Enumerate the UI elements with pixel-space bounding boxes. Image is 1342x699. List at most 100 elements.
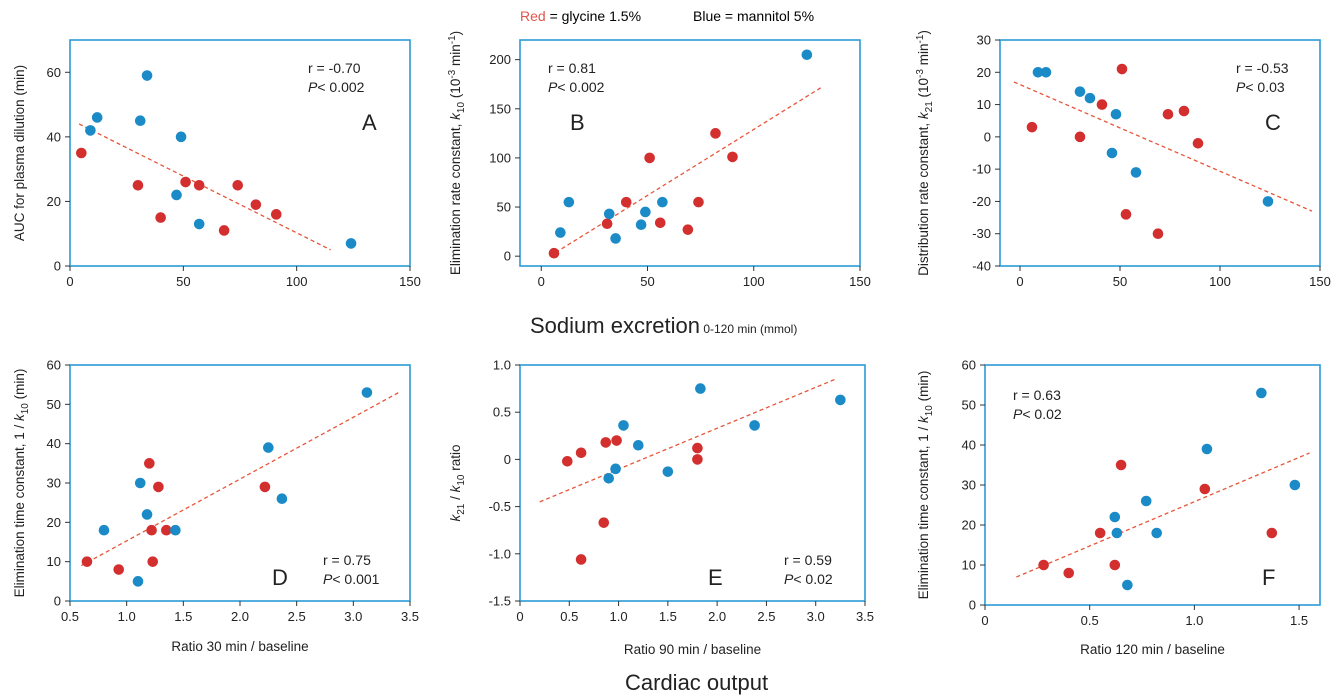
panel-a-point-blue: [85, 125, 96, 136]
panel-c-ytick-label: 30: [977, 33, 991, 48]
panel-a-xtick-label: 100: [286, 274, 308, 289]
panel-f-ytick-label: 40: [962, 438, 976, 453]
panel-f-ylabel-part: 10: [924, 405, 935, 417]
panel-c-stat-p-value: < 0.03: [1245, 79, 1285, 95]
panel-e-point-red: [598, 517, 610, 528]
panel-c-point-red: [1178, 105, 1190, 117]
panel-b-xtick-label: 100: [743, 274, 765, 289]
panel-e-point-blue: [603, 472, 615, 484]
panel-e-point-blue: [835, 394, 846, 406]
panel-f-ylabel: Elimination time constant, 1 / k10 (min): [916, 371, 935, 600]
panel-b-ytick-label: 0: [504, 249, 511, 264]
panel-f-point-blue: [1140, 495, 1152, 507]
panel-f-xtick-label: 1.0: [1185, 613, 1203, 628]
panel-d-ytick-label: 50: [47, 397, 61, 412]
panel-d-point-blue: [132, 576, 144, 587]
panel-e-ylabel-part: 21: [456, 503, 467, 515]
panel-c-point-blue: [1110, 108, 1122, 120]
panel-b-point-red: [644, 152, 655, 164]
panel-f-point-red: [1109, 559, 1121, 571]
panel-e-xtick-label: 3.5: [856, 609, 874, 624]
panel-c-fit-line: [1013, 81, 1313, 212]
panel-b-point-red: [727, 151, 738, 163]
panel-c-ylabel-part: k: [916, 111, 931, 119]
panel-f-ylabel-part: Elimination time constant, 1 /: [916, 423, 931, 599]
panel-d-xtick-label: 0.5: [61, 609, 79, 624]
panel-f-point-blue: [1201, 443, 1213, 455]
panel-f-xtick-label: 1.5: [1290, 613, 1308, 628]
panel-d-xtick-label: 2.5: [288, 609, 306, 624]
panel-e-ytick-label: -1.0: [489, 546, 511, 561]
panel-b-point-red: [710, 128, 721, 139]
panel-f-ylabel-part: k: [916, 415, 931, 423]
panel-c-ylabel-part: ): [916, 30, 931, 35]
panel-f-point-red: [1094, 527, 1106, 539]
panel-d-point-blue: [141, 509, 153, 520]
panel-f-point-red: [1199, 483, 1211, 495]
panel-d-point-red: [81, 556, 93, 567]
panel-c: 0 50 100 150 -40 -30 -20 -10 0 10 20 30 Distribution…: [915, 30, 1331, 289]
panel-b-ylabel-part: k: [448, 112, 463, 120]
panel-a-letter: A: [362, 110, 377, 135]
panel-a-point-red: [76, 147, 87, 159]
panel-c-point-red: [1162, 108, 1174, 120]
panel-a-point-red: [155, 212, 166, 223]
panel-d-point-blue: [361, 387, 373, 398]
panel-d-ylabel-part: Elimination time constant, 1 /: [12, 421, 27, 597]
panel-b-ylabel-part: ): [448, 31, 463, 36]
panel-d-point-red: [161, 524, 172, 536]
panel-a-point-red: [232, 179, 244, 191]
panel-b-point-blue: [563, 196, 575, 208]
panel-c-xtick-label: 0: [1016, 274, 1023, 289]
panel-e-point-red: [575, 447, 587, 459]
panel-d-ylabel-part: 10: [20, 403, 31, 415]
panel-b-point-blue: [555, 227, 566, 238]
panel-e-point-blue: [749, 420, 760, 431]
panel-b-point-red: [620, 196, 632, 208]
panel-c-ytick-label: 20: [977, 65, 991, 80]
panel-c-point-red: [1026, 121, 1038, 133]
panel-a-point-red: [180, 176, 191, 188]
panel-e-ytick-label: 0: [504, 452, 511, 467]
panel-a: 0 50 100 150 0 20 40 60 AUC for plasma dilution …: [12, 39, 421, 289]
panel-d-point-red: [113, 564, 125, 575]
panel-b-ytick-label: 200: [489, 52, 511, 67]
panel-d-ytick-label: 20: [47, 515, 61, 530]
panel-c-ylabel-part: (10: [916, 78, 931, 101]
panel-c-ytick-label: 0: [984, 129, 991, 144]
panel-f-point-blue: [1256, 387, 1267, 399]
panel-d-xtick-label: 1.0: [118, 609, 136, 624]
panel-e-ylabel-part: k: [448, 514, 463, 522]
panel-c-point-blue: [1040, 66, 1052, 78]
panel-c-point-red: [1096, 99, 1108, 110]
panel-e-stat-p: P< 0.02: [784, 571, 833, 587]
panel-d-point-blue: [134, 477, 146, 489]
panel-b-stat-p-value: < 0.002: [557, 79, 604, 95]
panel-b-point-red: [548, 247, 560, 259]
panel-c-xtick-label: 150: [1309, 274, 1331, 289]
panel-e-fit-line: [539, 378, 836, 503]
panel-f-stat-r: r = 0.63: [1013, 387, 1061, 403]
panel-a-point-blue: [193, 218, 205, 230]
panel-b: 0 50 100 150 0 50 100 150 200 Elimination rate co…: [447, 31, 871, 289]
panel-f-point-red: [1038, 559, 1049, 571]
panel-e-xtick-label: 2.0: [708, 609, 726, 624]
panel-d-xtick-label: 3.5: [401, 609, 419, 624]
panel-d-xtick-label: 2.0: [231, 609, 249, 624]
panel-b-stat-p: P< 0.002: [548, 79, 605, 95]
panel-c-ylabel-part: Distribution rate constant,: [916, 119, 931, 276]
panel-d-xtick-label: 3.0: [344, 609, 362, 624]
panel-e-point-red: [562, 455, 573, 467]
panel-e-point-blue: [695, 383, 706, 394]
panel-a-point-blue: [91, 112, 103, 123]
panel-b-point-blue: [603, 208, 615, 220]
panel-c-stat-p-symbol: P: [1236, 79, 1246, 95]
panel-f-stat-p-symbol: P: [1013, 406, 1023, 422]
panel-b-point-red: [682, 224, 694, 235]
panel-a-ytick-label: 60: [47, 65, 61, 80]
panel-e-ytick-label: 0.5: [493, 405, 511, 420]
panel-d-stat-p: P< 0.001: [323, 571, 380, 587]
panel-c-ylabel-part: -3: [915, 69, 926, 78]
panel-f-ytick-label: 60: [962, 358, 976, 373]
